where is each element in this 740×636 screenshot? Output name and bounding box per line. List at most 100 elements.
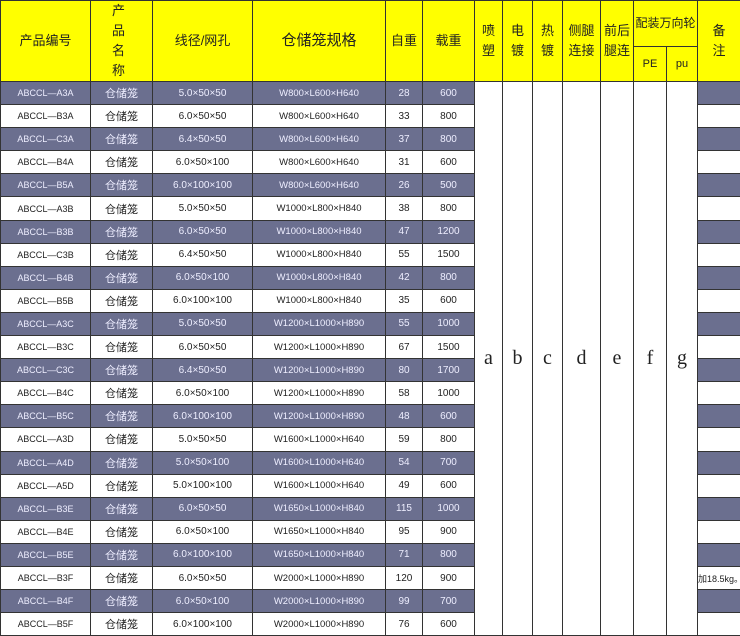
cell-wire: 6.0×100×100 [153, 613, 253, 636]
header-caster-pe: PE [634, 46, 667, 81]
cell-wire: 6.0×100×100 [153, 543, 253, 566]
cell-spec: W2000×L1000×H890 [253, 613, 386, 636]
cell-remark [698, 312, 740, 335]
cell-self-weight: 120 [386, 566, 423, 589]
cell-self-weight: 38 [386, 197, 423, 220]
cell-wire: 6.0×50×50 [153, 105, 253, 128]
cell-spec: W1000×L800×H840 [253, 266, 386, 289]
cell-load: 800 [423, 428, 475, 451]
cell-load: 1000 [423, 382, 475, 405]
finish-option-a: a [475, 82, 503, 636]
header-caster: 配装万向轮 [634, 1, 698, 47]
cell-code: ABCCL—B5C [1, 405, 91, 428]
cell-self-weight: 33 [386, 105, 423, 128]
cell-load: 900 [423, 520, 475, 543]
cell-spec: W1650×L1000×H840 [253, 520, 386, 543]
cell-load: 600 [423, 82, 475, 105]
cell-load: 500 [423, 174, 475, 197]
cell-remark: 加18.5kg。 [698, 566, 740, 589]
cell-name: 仓储笼 [91, 312, 153, 335]
finish-option-e: e [601, 82, 634, 636]
finish-option-c: c [533, 82, 563, 636]
cell-wire: 5.0×50×100 [153, 451, 253, 474]
cell-self-weight: 99 [386, 590, 423, 613]
cell-code: ABCCL—B5A [1, 174, 91, 197]
cell-name: 仓储笼 [91, 220, 153, 243]
cell-spec: W1650×L1000×H840 [253, 497, 386, 520]
cell-load: 1200 [423, 220, 475, 243]
cell-remark [698, 451, 740, 474]
cell-code: ABCCL—C3B [1, 243, 91, 266]
cell-remark [698, 82, 740, 105]
cell-wire: 6.0×50×100 [153, 266, 253, 289]
cell-remark [698, 243, 740, 266]
cell-name: 仓储笼 [91, 266, 153, 289]
cell-spec: W1600×L1000×H640 [253, 451, 386, 474]
header-name: 产 品 名 称 [91, 1, 153, 82]
cell-load: 1000 [423, 497, 475, 520]
cell-remark [698, 359, 740, 382]
cell-code: ABCCL—A3C [1, 312, 91, 335]
cell-wire: 6.0×50×100 [153, 382, 253, 405]
cell-code: ABCCL—B3F [1, 566, 91, 589]
cell-remark [698, 428, 740, 451]
cell-code: ABCCL—B4E [1, 520, 91, 543]
cell-remark [698, 220, 740, 243]
cell-code: ABCCL—B5B [1, 289, 91, 312]
cell-code: ABCCL—B4F [1, 590, 91, 613]
cell-wire: 6.0×100×100 [153, 289, 253, 312]
cell-wire: 6.0×100×100 [153, 405, 253, 428]
cell-remark [698, 405, 740, 428]
cell-load: 800 [423, 543, 475, 566]
cell-self-weight: 115 [386, 497, 423, 520]
cell-name: 仓储笼 [91, 289, 153, 312]
cell-remark [698, 266, 740, 289]
cell-spec: W800×L600×H640 [253, 82, 386, 105]
cell-self-weight: 67 [386, 336, 423, 359]
header-side-leg: 侧腿连接 [563, 1, 601, 82]
cell-self-weight: 55 [386, 243, 423, 266]
cell-wire: 6.0×50×100 [153, 151, 253, 174]
cell-name: 仓储笼 [91, 151, 153, 174]
header-remark: 备注 [698, 1, 740, 82]
cell-remark [698, 543, 740, 566]
cell-load: 800 [423, 197, 475, 220]
cell-spec: W1000×L800×H840 [253, 289, 386, 312]
cell-name: 仓储笼 [91, 613, 153, 636]
cell-load: 1000 [423, 312, 475, 335]
cell-wire: 5.0×50×50 [153, 312, 253, 335]
finish-option-g: g [667, 82, 698, 636]
cell-wire: 6.4×50×50 [153, 359, 253, 382]
cell-name: 仓储笼 [91, 520, 153, 543]
finish-option-f: f [634, 82, 667, 636]
cell-wire: 6.0×50×50 [153, 220, 253, 243]
cell-code: ABCCL—A3B [1, 197, 91, 220]
cell-code: ABCCL—B3E [1, 497, 91, 520]
cell-load: 600 [423, 289, 475, 312]
cell-spec: W2000×L1000×H890 [253, 566, 386, 589]
header-caster-pu: pu [667, 46, 698, 81]
cell-wire: 5.0×100×100 [153, 474, 253, 497]
cell-load: 600 [423, 405, 475, 428]
cell-code: ABCCL—B3A [1, 105, 91, 128]
cell-name: 仓储笼 [91, 543, 153, 566]
cell-self-weight: 42 [386, 266, 423, 289]
cell-remark [698, 336, 740, 359]
cell-remark [698, 590, 740, 613]
cell-self-weight: 28 [386, 82, 423, 105]
cell-wire: 6.0×50×50 [153, 336, 253, 359]
cell-code: ABCCL—C3A [1, 128, 91, 151]
cell-load: 900 [423, 566, 475, 589]
cell-code: ABCCL—B4A [1, 151, 91, 174]
cell-name: 仓储笼 [91, 105, 153, 128]
cell-spec: W1000×L800×H840 [253, 243, 386, 266]
cell-spec: W1200×L1000×H890 [253, 405, 386, 428]
cell-wire: 6.0×50×50 [153, 566, 253, 589]
cell-remark [698, 197, 740, 220]
finish-option-d: d [563, 82, 601, 636]
header-wire: 线径/网孔 [153, 1, 253, 82]
cell-load: 1500 [423, 336, 475, 359]
finish-option-b: b [503, 82, 533, 636]
cell-spec: W1200×L1000×H890 [253, 359, 386, 382]
cell-self-weight: 37 [386, 128, 423, 151]
